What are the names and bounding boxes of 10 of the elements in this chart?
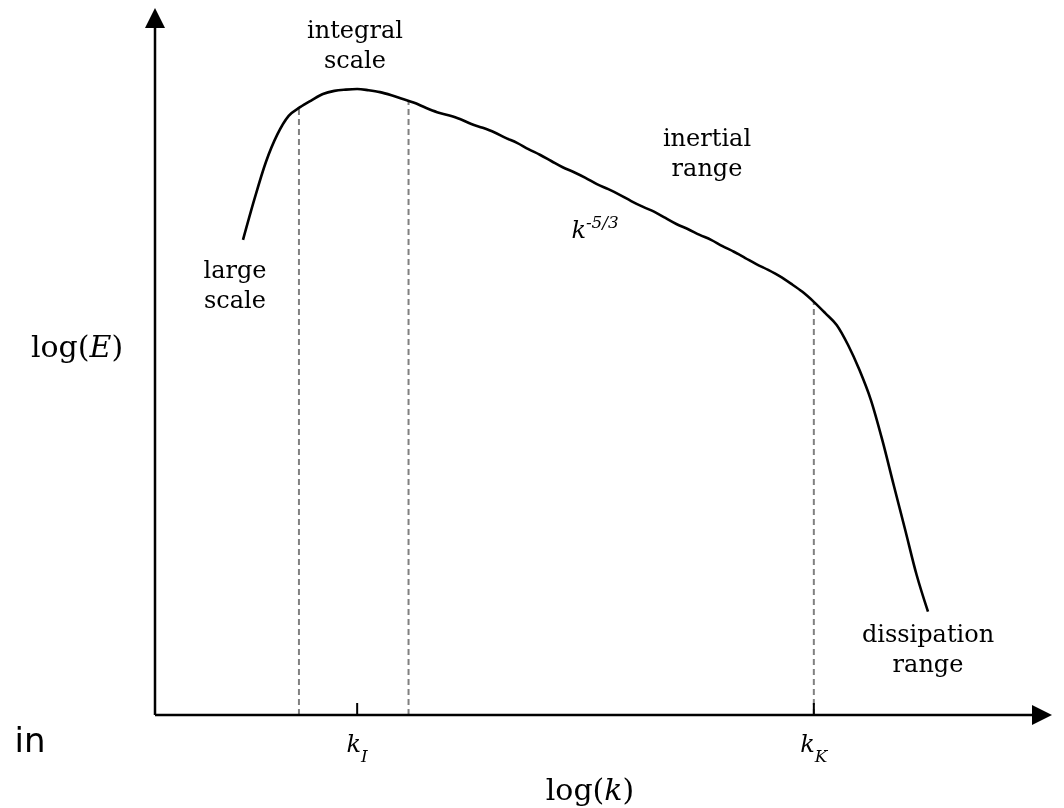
x-axis-title: log(k) [545,772,635,807]
annotation: inertial range [662,124,752,182]
annotation: large scale [203,256,267,314]
text: integral scale [307,16,403,74]
y-axis-title: log(E) [30,329,124,364]
text: in [14,720,46,760]
x-tick-label: k$_{K}$ [800,730,829,766]
annotation: dissipation range [861,620,995,678]
annotation: k$^{-5/3}$ [571,212,619,244]
x-tick-label: k$_{I}$ [346,730,369,766]
